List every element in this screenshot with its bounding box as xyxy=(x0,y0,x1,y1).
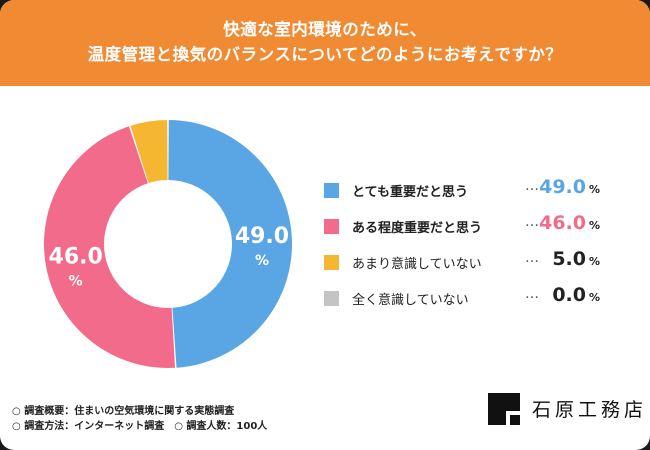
legend-label: 全く意識していない xyxy=(352,293,469,308)
survey-method: ○ 調査方法：インターネット調査 ○ 調査人数：100人 xyxy=(12,421,268,432)
legend-row: とても重要だと思う … 49.0 % xyxy=(322,176,612,214)
slice-value-label: 46.0 xyxy=(49,245,103,270)
legend-swatch xyxy=(324,219,339,234)
legend-label: ある程度重要だと思う xyxy=(352,221,483,236)
slice-value-label: 49.0 xyxy=(235,224,289,249)
legend-row: あまり意識していない … 5.0 % xyxy=(322,248,612,286)
percent-sign: % xyxy=(588,255,600,268)
legend-swatch xyxy=(324,183,339,198)
percent-sign: % xyxy=(588,291,600,304)
legend-row: ある程度重要だと思う … 46.0 % xyxy=(322,212,612,250)
donut-chart: 49.0% 46.0% xyxy=(44,120,293,368)
donut-slice xyxy=(168,120,293,368)
percent-sign: % xyxy=(588,183,600,196)
legend-value: 46.0 xyxy=(539,212,586,234)
leader-dots: … xyxy=(525,250,540,266)
company-name: 石原工務店 xyxy=(532,399,648,421)
leader-dots: … xyxy=(525,286,540,302)
legend-label: あまり意識していない xyxy=(352,257,482,272)
question-line-1: 快適な室内環境のために、 xyxy=(223,20,427,39)
legend: とても重要だと思う … 49.0 % ある程度重要だと思う … 46.0 % あ… xyxy=(322,176,612,322)
donut-slice xyxy=(130,120,168,184)
legend-swatch xyxy=(324,255,339,270)
legend-label: とても重要だと思う xyxy=(352,185,468,200)
logo-mark-icon xyxy=(488,393,520,425)
question-header: 快適な室内環境のために、 温度管理と換気のバランスについてどのようにお考えですか… xyxy=(0,0,650,86)
leader-dots: … xyxy=(525,178,540,194)
donut-slice xyxy=(44,126,176,368)
legend-value: 49.0 xyxy=(539,176,586,198)
legend-swatch xyxy=(324,291,339,306)
legend-row: 全く意識していない … 0.0 % xyxy=(322,284,612,322)
legend-value: 5.0 xyxy=(552,248,586,270)
percent-sign: % xyxy=(588,219,600,232)
slice-unit-label: % xyxy=(69,274,83,290)
question-line-2: 温度管理と換気のバランスについてどのようにお考えですか？ xyxy=(87,45,563,64)
slice-unit-label: % xyxy=(255,253,269,269)
legend-value: 0.0 xyxy=(552,284,586,306)
survey-overview: ○ 調査概要：住まいの空気環境に関する実態調査 xyxy=(12,406,235,417)
leader-dots: … xyxy=(525,214,540,230)
